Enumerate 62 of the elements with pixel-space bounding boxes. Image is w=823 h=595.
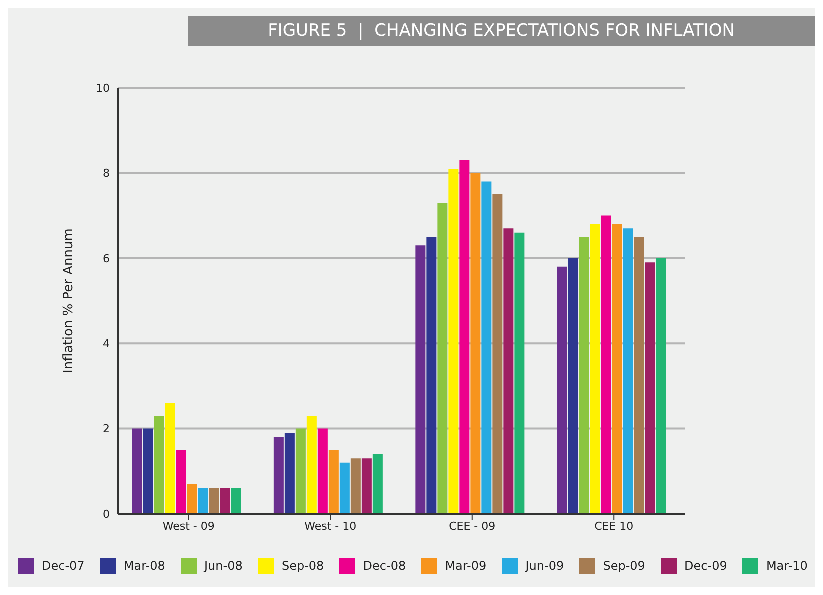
bar	[143, 428, 154, 514]
bar	[362, 458, 372, 514]
y-tick-label: 6	[103, 252, 110, 266]
bar	[492, 194, 503, 514]
legend-label: Jun-08	[204, 559, 243, 573]
bar	[634, 237, 644, 514]
bar	[318, 428, 328, 514]
bar	[220, 488, 230, 514]
y-tick-label: 4	[103, 338, 110, 351]
bar	[656, 258, 666, 514]
x-tick-label: West - 09	[162, 520, 215, 533]
legend-label: Mar-09	[445, 559, 487, 573]
bar	[187, 484, 198, 514]
legend-label: Dec-08	[363, 559, 406, 573]
bar	[306, 416, 317, 514]
bar	[154, 416, 164, 514]
legend-label: Dec-07	[42, 559, 85, 573]
bar	[504, 228, 514, 514]
bar	[460, 160, 470, 514]
bar	[470, 173, 481, 514]
bar	[176, 450, 186, 514]
bar	[198, 488, 208, 514]
bar	[165, 403, 176, 514]
bar	[557, 266, 568, 514]
bar	[438, 203, 448, 514]
bar	[328, 450, 339, 514]
y-tick-label: 0	[103, 508, 110, 521]
bar	[372, 454, 383, 514]
x-tick-label: CEE 10	[594, 520, 634, 533]
bar	[284, 433, 295, 514]
bar	[209, 488, 220, 514]
bar	[482, 182, 492, 514]
bar	[350, 458, 361, 514]
bar	[568, 258, 578, 514]
y-axis-title: Inflation % Per Annum	[62, 228, 77, 374]
x-tick-label: CEE - 09	[449, 520, 496, 533]
bar	[612, 224, 622, 514]
legend-label: Mar-08	[124, 559, 166, 573]
bar	[623, 228, 634, 514]
bar	[590, 224, 600, 514]
y-tick-label: 8	[103, 167, 110, 180]
legend-label: Dec-09	[684, 559, 728, 573]
bar	[340, 462, 350, 514]
bar	[579, 237, 590, 514]
legend-label: Mar-10	[766, 559, 808, 573]
bar	[448, 168, 459, 514]
bar	[514, 232, 525, 514]
x-tick-label: West - 10	[304, 520, 357, 533]
y-tick-label: 10	[96, 82, 110, 95]
legend-label: Jun-09	[526, 559, 564, 573]
bar	[296, 428, 306, 514]
bar	[132, 428, 142, 514]
y-tick-label: 2	[103, 422, 110, 436]
bar	[601, 216, 612, 514]
bar	[645, 262, 656, 514]
chart-title: FIGURE 5 | CHANGING EXPECTATIONS FOR INFLATION	[188, 16, 815, 46]
bar	[426, 237, 437, 514]
legend-label: Sep-08	[282, 559, 324, 573]
bar	[231, 488, 242, 514]
bar	[416, 246, 426, 514]
bar	[274, 437, 284, 514]
legend-label: Sep-09	[603, 559, 646, 573]
